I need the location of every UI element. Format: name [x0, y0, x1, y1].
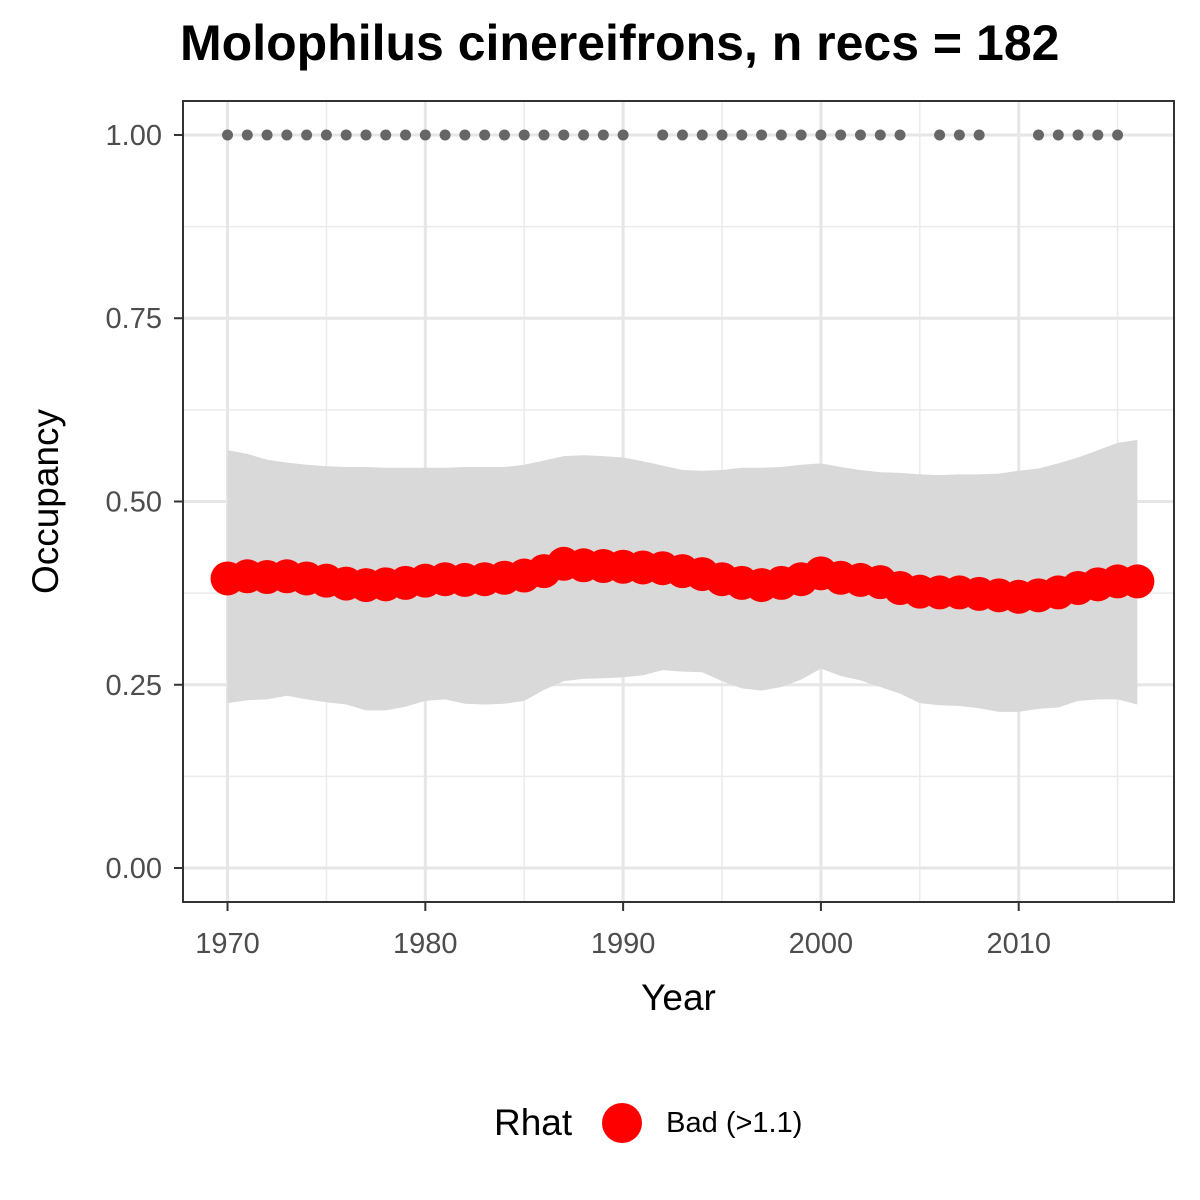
record-point	[578, 129, 590, 141]
record-point	[558, 129, 570, 141]
record-point	[835, 129, 847, 141]
record-point	[340, 129, 352, 141]
legend: Rhat Bad (>1.1)	[494, 1098, 802, 1148]
record-point	[479, 129, 491, 141]
y-tick-label: 1.00	[106, 120, 162, 152]
record-point	[716, 129, 728, 141]
record-point	[241, 129, 253, 141]
record-point	[1112, 129, 1124, 141]
record-point	[380, 129, 392, 141]
record-point	[518, 129, 530, 141]
record-point	[1072, 129, 1084, 141]
record-point	[953, 129, 965, 141]
mean-occupancy-points	[210, 546, 1155, 614]
record-point	[775, 129, 787, 141]
x-tick-label: 1980	[393, 928, 458, 960]
x-tick-label: 1990	[591, 928, 656, 960]
y-tick-label: 0.00	[106, 853, 162, 885]
record-point	[1052, 129, 1064, 141]
record-point	[973, 129, 985, 141]
record-point	[854, 129, 866, 141]
y-tick-label: 0.75	[106, 303, 162, 335]
record-point	[736, 129, 748, 141]
axes: 1970 1980 1990 2000 2010 0.00 0.25 0.50 0.75 1.00	[106, 120, 1051, 960]
record-point	[439, 129, 451, 141]
record-point	[222, 129, 234, 141]
record-point	[617, 129, 629, 141]
record-point	[538, 129, 550, 141]
record-point	[459, 129, 471, 141]
record-point	[874, 129, 886, 141]
record-point	[498, 129, 510, 141]
record-point	[795, 129, 807, 141]
record-point	[676, 129, 688, 141]
record-point	[657, 129, 669, 141]
legend-title: Rhat	[494, 1102, 573, 1143]
record-point	[894, 129, 906, 141]
record-point	[815, 129, 827, 141]
record-point	[261, 129, 273, 141]
record-point	[934, 129, 946, 141]
record-point	[400, 129, 412, 141]
record-point	[756, 129, 768, 141]
record-point	[1092, 129, 1104, 141]
record-point	[301, 129, 313, 141]
record-point	[360, 129, 372, 141]
y-axis-title: Occupancy	[25, 408, 66, 594]
record-point	[320, 129, 332, 141]
legend-key-circle	[602, 1103, 643, 1143]
chart-title: Molophilus cinereifrons, n recs = 182	[180, 15, 1060, 71]
record-point	[696, 129, 708, 141]
record-points	[222, 129, 1124, 141]
x-tick-label: 1970	[195, 928, 260, 960]
record-point	[597, 129, 609, 141]
record-point	[419, 129, 431, 141]
y-tick-label: 0.50	[106, 487, 162, 519]
x-tick-label: 2010	[986, 928, 1051, 960]
x-axis-title: Year	[641, 977, 716, 1018]
y-tick-label: 0.25	[106, 670, 162, 702]
legend-label: Bad (>1.1)	[666, 1106, 803, 1139]
x-tick-label: 2000	[789, 928, 854, 960]
record-point	[281, 129, 293, 141]
record-point	[1032, 129, 1044, 141]
occupancy-point	[1120, 564, 1155, 599]
